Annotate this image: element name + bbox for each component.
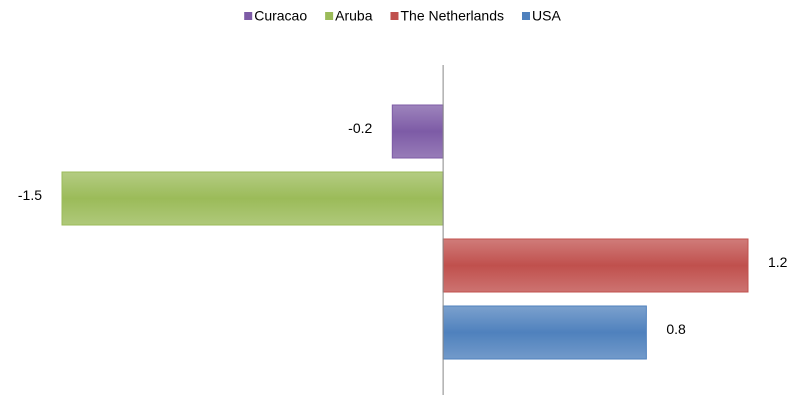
bar: [391, 104, 444, 159]
data-label: -1.5: [18, 187, 42, 203]
bar: [61, 171, 444, 226]
legend-label: USA: [532, 8, 561, 24]
legend-swatch: [325, 12, 334, 20]
legend-swatch: [522, 12, 530, 20]
legend-swatch: [390, 12, 399, 20]
data-label: -0.2: [348, 120, 372, 136]
bar: [442, 305, 647, 360]
bar: [442, 238, 749, 293]
legend-label: Curacao: [254, 8, 307, 24]
legend-label: The Netherlands: [400, 8, 504, 24]
legend-label: Aruba: [335, 8, 373, 24]
data-label: 0.8: [666, 321, 686, 337]
legend-swatch: [244, 12, 253, 20]
data-label: 1.2: [768, 254, 788, 270]
